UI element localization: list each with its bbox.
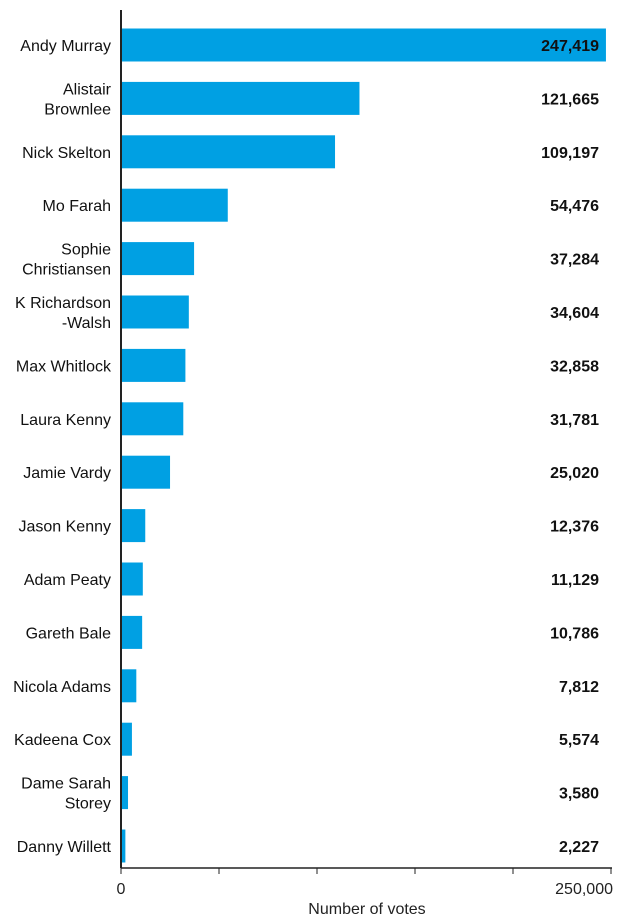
bar — [121, 562, 143, 596]
category-label-line: Max Whitlock — [16, 358, 112, 375]
category-label: Sophie Christiansen — [22, 242, 111, 279]
category-label: Laura Kenny — [20, 412, 111, 429]
category-label-line: Christiansen — [22, 262, 111, 279]
bar — [121, 81, 360, 115]
x-axis-title: Number of votes — [308, 901, 425, 918]
category-label: Nicola Adams — [13, 679, 111, 696]
value-label: 7,812 — [559, 679, 599, 696]
category-label: Danny Willett — [17, 839, 112, 856]
category-label-line: Storey — [65, 796, 111, 813]
category-label-line: -Walsh — [62, 315, 111, 332]
category-label: Dame Sarah Storey — [21, 776, 111, 813]
category-label-line: Jamie Vardy — [23, 465, 111, 482]
bar — [121, 722, 132, 756]
x-tick-label: 250,000 — [555, 881, 613, 898]
bar — [121, 402, 184, 436]
bar — [121, 135, 336, 169]
value-label: 10,786 — [550, 625, 599, 642]
bar — [121, 455, 171, 489]
category-label: Mo Farah — [43, 198, 111, 215]
category-labels-group: Andy Murray Alistair Brownlee Nick Skelton M… — [13, 38, 112, 856]
category-label-line: Adam Peaty — [24, 572, 111, 589]
category-label: Adam Peaty — [24, 572, 111, 589]
value-label: 34,604 — [550, 305, 599, 322]
value-label: 3,580 — [559, 786, 599, 803]
x-ticks-group: 0 250,000 — [117, 868, 613, 898]
value-label: 5,574 — [559, 732, 599, 749]
value-label: 247,419 — [541, 38, 599, 55]
category-label-line: Danny Willett — [17, 839, 112, 856]
category-label: Max Whitlock — [16, 358, 112, 375]
bar — [121, 669, 137, 703]
bar — [121, 295, 189, 329]
category-label-line: Nicola Adams — [13, 679, 111, 696]
x-tick-label: 0 — [117, 881, 126, 898]
value-label: 54,476 — [550, 198, 599, 215]
value-label: 12,376 — [550, 519, 599, 536]
bar — [121, 776, 129, 810]
category-label: Nick Skelton — [22, 145, 111, 162]
category-label: K Richardson -Walsh — [15, 295, 111, 332]
value-label: 2,227 — [559, 839, 599, 856]
category-label: Gareth Bale — [26, 625, 111, 642]
bar — [121, 28, 606, 62]
category-label: Alistair Brownlee — [44, 81, 111, 118]
value-label: 32,858 — [550, 358, 599, 375]
category-label: Jason Kenny — [18, 519, 111, 536]
bars-group — [121, 28, 606, 863]
category-label-line: Laura Kenny — [20, 412, 111, 429]
category-label-line: Sophie — [61, 242, 111, 259]
value-label: 37,284 — [550, 252, 599, 269]
bar — [121, 509, 146, 543]
bar — [121, 615, 143, 649]
value-labels-group: 247,419 121,665 109,197 54,476 37,284 34,604 3… — [541, 38, 599, 856]
value-label: 25,020 — [550, 465, 599, 482]
value-label: 31,781 — [550, 412, 599, 429]
category-label-line: Brownlee — [44, 101, 111, 118]
category-label-line: Alistair — [63, 81, 112, 98]
category-label: Kadeena Cox — [14, 732, 111, 749]
category-label-line: Jason Kenny — [18, 519, 111, 536]
category-label-line: K Richardson — [15, 295, 111, 312]
bar — [121, 242, 195, 276]
category-label-line: Kadeena Cox — [14, 732, 111, 749]
category-label: Andy Murray — [20, 38, 111, 55]
bar — [121, 348, 186, 382]
category-label: Jamie Vardy — [23, 465, 111, 482]
value-label: 11,129 — [551, 572, 599, 589]
category-label-line: Dame Sarah — [21, 776, 111, 793]
category-label-line: Andy Murray — [20, 38, 111, 55]
value-label: 121,665 — [541, 91, 599, 108]
category-label-line: Nick Skelton — [22, 145, 111, 162]
category-label-line: Mo Farah — [43, 198, 111, 215]
bar — [121, 188, 228, 222]
bar — [121, 829, 126, 863]
category-label-line: Gareth Bale — [26, 625, 111, 642]
value-label: 109,197 — [541, 145, 599, 162]
